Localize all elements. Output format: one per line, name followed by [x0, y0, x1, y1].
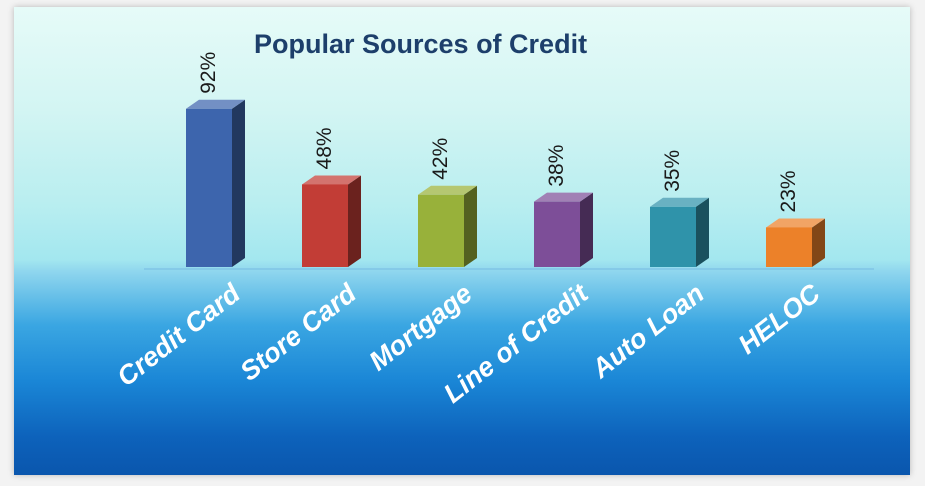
data-label: 48% — [313, 127, 336, 169]
data-label: 23% — [777, 170, 800, 212]
bar-side — [580, 192, 593, 267]
category-label: Auto Loan — [585, 278, 709, 384]
bar-side — [464, 185, 477, 267]
bars-group: 92% Credit Card 48% Store Card 42% Mortgage 38… — [111, 52, 874, 409]
bar — [534, 201, 580, 267]
category-label: HELOC — [733, 278, 826, 360]
bar-top — [650, 197, 709, 207]
bar-side — [232, 99, 245, 267]
bar — [650, 206, 696, 267]
data-label: 38% — [545, 145, 568, 187]
data-label: 92% — [197, 52, 220, 94]
bar-side — [348, 175, 361, 267]
chart-panel: Popular Sources of Credit 92% Credit Card… — [14, 7, 910, 475]
bar-top — [302, 175, 361, 185]
bar — [302, 184, 348, 267]
bar-top — [418, 185, 477, 195]
bar — [418, 194, 464, 267]
bar-top — [766, 218, 825, 228]
bar — [186, 108, 232, 267]
bar-side — [812, 218, 825, 267]
data-label: 42% — [429, 138, 452, 180]
bar-chart: Popular Sources of Credit 92% Credit Card… — [111, 29, 874, 409]
bar-top — [534, 192, 593, 202]
category-label: Credit Card — [111, 278, 246, 392]
chart-title: Popular Sources of Credit — [254, 29, 587, 59]
bar — [766, 227, 812, 267]
bar-top — [186, 99, 245, 109]
category-label: Store Card — [234, 278, 362, 387]
category-label: Mortgage — [363, 278, 477, 376]
data-label: 35% — [661, 150, 684, 192]
bar-side — [696, 197, 709, 267]
